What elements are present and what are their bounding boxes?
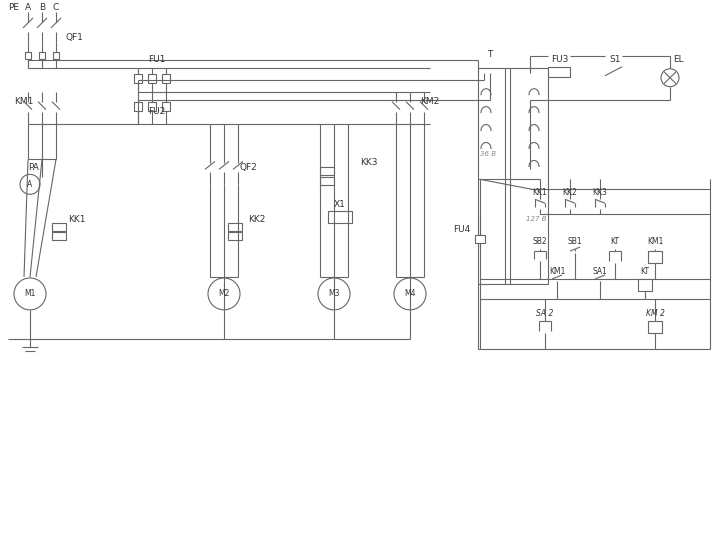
Text: KK2: KK2 <box>562 188 577 197</box>
Text: KM1: KM1 <box>14 97 33 106</box>
Bar <box>228 223 242 231</box>
Text: KM2: KM2 <box>420 97 439 106</box>
Bar <box>648 251 662 263</box>
Bar <box>320 177 334 185</box>
Bar <box>148 74 156 83</box>
Bar <box>25 52 31 59</box>
Text: PE: PE <box>8 3 19 12</box>
Bar <box>53 52 59 59</box>
Bar <box>134 74 142 83</box>
Text: KM1: KM1 <box>549 267 565 275</box>
Text: X1: X1 <box>334 200 346 209</box>
Text: A: A <box>27 180 32 189</box>
Circle shape <box>14 278 46 310</box>
Bar <box>638 279 652 291</box>
Text: FU4: FU4 <box>454 225 471 234</box>
Text: После окончания обработки детали отключается фрикционная муфта и замыкается конт: После окончания обработки детали отключа… <box>20 360 689 468</box>
Text: T: T <box>487 50 492 59</box>
Text: M4: M4 <box>404 289 415 299</box>
Bar <box>228 232 242 240</box>
Text: M3: M3 <box>328 289 340 299</box>
Text: M1: M1 <box>24 289 36 299</box>
Bar <box>148 102 156 111</box>
Circle shape <box>20 174 40 194</box>
Text: 36 В: 36 В <box>480 151 496 158</box>
Text: FU2: FU2 <box>148 107 166 116</box>
Bar <box>162 102 170 111</box>
Bar <box>648 321 662 333</box>
Bar <box>475 235 485 243</box>
Text: FU1: FU1 <box>148 55 166 64</box>
Text: KK1: KK1 <box>68 215 86 224</box>
Text: SA1: SA1 <box>593 267 608 275</box>
Text: ▪: ▪ <box>7 362 18 377</box>
Bar <box>52 223 66 231</box>
Text: QF1: QF1 <box>65 33 83 42</box>
Text: PA: PA <box>29 163 40 172</box>
Text: KM1: KM1 <box>647 237 663 246</box>
Text: SB2: SB2 <box>533 237 547 246</box>
Bar <box>162 74 170 83</box>
Text: A: A <box>25 3 31 12</box>
Text: KT: KT <box>641 267 649 275</box>
Text: KK3: KK3 <box>360 158 377 167</box>
Circle shape <box>208 278 240 310</box>
Text: 127 В: 127 В <box>526 216 546 222</box>
Bar <box>548 67 570 77</box>
Text: M2: M2 <box>218 289 230 299</box>
Text: S1: S1 <box>609 55 621 64</box>
Text: SA 2: SA 2 <box>536 309 554 319</box>
Circle shape <box>661 69 679 87</box>
Bar <box>478 68 548 284</box>
Text: FU3: FU3 <box>552 55 569 64</box>
Text: KK1: KK1 <box>533 188 547 197</box>
Text: B: B <box>39 3 45 12</box>
Bar <box>52 232 66 240</box>
Text: C: C <box>53 3 59 12</box>
Bar <box>328 211 352 223</box>
Text: KK2: KK2 <box>248 215 266 224</box>
Circle shape <box>318 278 350 310</box>
Text: EL: EL <box>672 55 683 64</box>
Bar <box>134 102 142 111</box>
Circle shape <box>394 278 426 310</box>
Text: KK3: KK3 <box>593 188 608 197</box>
Bar <box>320 167 334 176</box>
Text: SB1: SB1 <box>567 237 582 246</box>
Text: KT: KT <box>611 237 619 246</box>
Bar <box>39 52 45 59</box>
Text: KM 2: KM 2 <box>646 309 665 319</box>
Text: QF2: QF2 <box>240 163 258 172</box>
